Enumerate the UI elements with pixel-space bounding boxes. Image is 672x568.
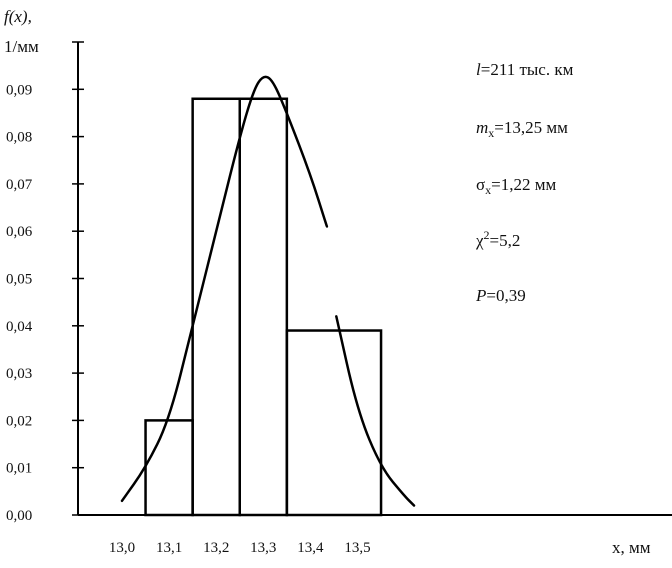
density-curve-layer	[120, 75, 416, 507]
annotation-part: 2	[484, 228, 490, 242]
x-tick-label: 13,0	[109, 540, 135, 556]
y-tick-label: 0,03	[6, 366, 32, 382]
histogram-bar	[238, 97, 289, 517]
annotation-part: =13,25 мм	[494, 118, 568, 137]
y-axis-unit: 1/мм	[4, 37, 39, 56]
density-curve	[120, 75, 329, 503]
y-tick-label: 0,04	[6, 319, 33, 335]
x-tick-label: 13,3	[250, 540, 276, 556]
annotation-part: =1,22 мм	[491, 175, 556, 194]
annotation-probability: P=0,39	[475, 286, 526, 305]
density-curve	[335, 315, 416, 507]
annotation-sigma: σx=1,22 мм	[476, 175, 557, 197]
annotation-part: x	[488, 126, 494, 140]
y-tick-label: 0,00	[6, 508, 32, 524]
annotation-part: σ	[476, 175, 485, 194]
y-tick-label: 0,07	[6, 177, 33, 193]
annotation-part: =5,2	[490, 231, 521, 250]
y-ticks: 0,00 0,01 0,02 0,03 0,04 0,05 0,06 0,07 0,08 0,09	[6, 41, 84, 524]
annotation-part: χ	[475, 231, 484, 250]
annotation-part: P	[475, 286, 486, 305]
annotation-part: =0,39	[486, 286, 525, 305]
y-tick-label: 0,05	[6, 272, 32, 288]
histogram-bars	[144, 97, 383, 517]
x-tick-label: 13,1	[156, 540, 182, 556]
annotation-chi-square: χ2=5,2	[475, 228, 520, 250]
x-tick-label: 13,4	[297, 540, 324, 556]
x-ticks: 13,0 13,1 13,2 13,3 13,4 13,5	[109, 540, 371, 556]
y-axis-title: f(x),	[4, 7, 32, 26]
annotation-mean: mx=13,25 мм	[476, 118, 568, 140]
x-axis-title: x, мм	[612, 538, 651, 557]
y-tick-label: 0,09	[6, 82, 32, 98]
y-tick-label: 0,06	[6, 224, 33, 240]
x-tick-label: 13,5	[344, 540, 370, 556]
histogram-bar	[144, 419, 194, 517]
y-tick-label: 0,02	[6, 413, 32, 429]
annotation-part: x	[485, 183, 491, 197]
annotation-length: l=211 тыс. км	[476, 60, 574, 79]
y-tick-label: 0,01	[6, 461, 32, 477]
annotation-part: m	[476, 118, 488, 137]
annotation-part: l	[476, 60, 481, 79]
annotation-part: =211 тыс. км	[481, 60, 574, 79]
histogram-bar	[285, 329, 383, 517]
y-tick-label: 0,08	[6, 130, 32, 146]
x-tick-label: 13,2	[203, 540, 229, 556]
